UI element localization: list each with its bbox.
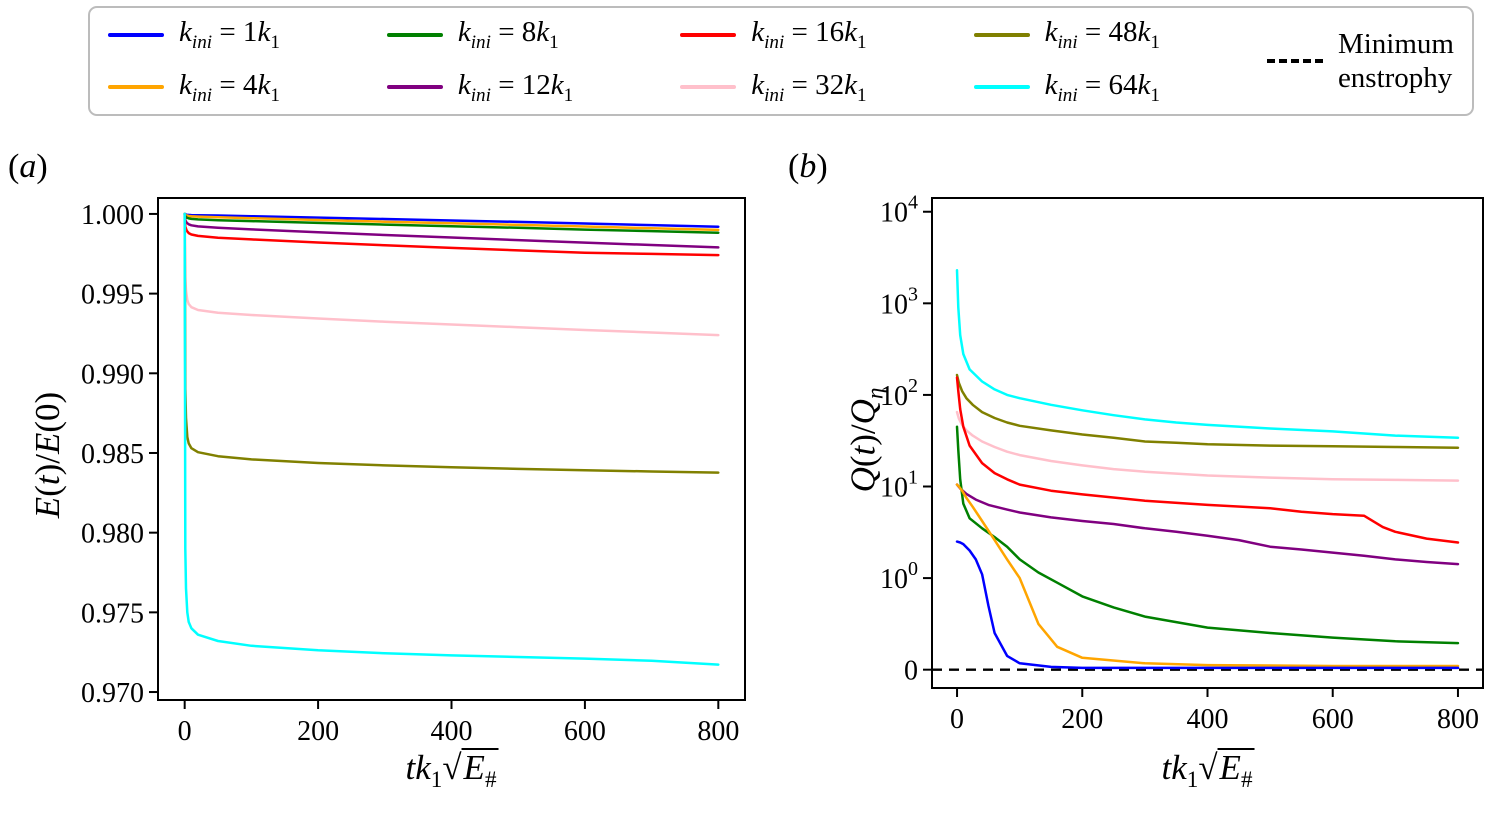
- y-tick-label: 0.995: [81, 280, 144, 311]
- series-line-32k1: [955, 410, 1460, 482]
- series-line-64k1: [955, 268, 1460, 440]
- series-line-32k1: [183, 212, 720, 337]
- y-tick-label: 103: [880, 283, 918, 320]
- x-tick-label: 400: [431, 716, 473, 747]
- x-tick-label: 0: [950, 704, 964, 735]
- x-tick-label: 0: [178, 716, 192, 747]
- legend-box: kini = 1k1 kini = 4k1 kini = 8k1 kini = 12k…: [88, 6, 1474, 116]
- legend-column-4: kini = 48k1 kini = 64k1: [973, 15, 1160, 107]
- panel-b-x-axis-label: tk1√E#: [1161, 748, 1255, 792]
- y-tick-label: 102: [880, 375, 918, 412]
- legend-line-swatch-48k1: [973, 32, 1030, 37]
- x-tick-label: 200: [297, 716, 339, 747]
- legend-item-label: kini = 12k1: [457, 68, 574, 106]
- y-tick-label: 0.990: [81, 359, 144, 390]
- legend-column-1: kini = 1k1 kini = 4k1: [108, 16, 280, 107]
- series-line-16k1: [955, 376, 1460, 544]
- legend-item-48k1: kini = 48k1: [973, 15, 1160, 54]
- x-tick-label: 200: [1061, 704, 1103, 735]
- y-tick-label: 100: [880, 558, 918, 595]
- legend-item-label: kini = 32k1: [751, 68, 867, 106]
- series-line-8k1: [183, 212, 720, 234]
- legend-line-swatch-1k1: [108, 32, 164, 37]
- series-line-64k1: [183, 212, 720, 666]
- series-line-4k1: [183, 212, 720, 232]
- legend-minimum-enstrophy-label: Minimum enstrophy: [1337, 27, 1454, 94]
- panel-a-label: (a): [8, 148, 48, 185]
- legend-item-label: kini = 8k1: [457, 15, 559, 53]
- panel-a-plot: 0 200 400 600 800 0.970 0.975 0.980 0.985 0.990 0.…: [81, 197, 746, 747]
- legend-dashed-line-swatch: [1266, 59, 1323, 63]
- legend-item-label: kini = 1k1: [179, 15, 280, 53]
- y-tick-label: 104: [880, 192, 918, 229]
- x-tick-label: 600: [564, 716, 606, 747]
- legend-item-16k1: kini = 16k1: [680, 15, 867, 54]
- legend-line-swatch-12k1: [386, 85, 443, 90]
- y-tick-label: 101: [880, 467, 918, 504]
- y-tick-label: 1.000: [81, 200, 144, 231]
- legend-item-4k1: kini = 4k1: [108, 69, 280, 107]
- legend-line-swatch-32k1: [680, 85, 737, 90]
- legend-item-label: kini = 64k1: [1044, 68, 1160, 106]
- y-tick-label: 0.975: [81, 598, 144, 629]
- legend-item-64k1: kini = 64k1: [973, 68, 1160, 107]
- y-tick-label: 0.970: [81, 678, 144, 709]
- y-tick-label: 0.980: [81, 519, 144, 550]
- legend-item-8k1: kini = 8k1: [386, 15, 573, 54]
- panel-a-x-axis-label: tk1√E#: [405, 748, 499, 792]
- series-line-1k1: [955, 540, 1460, 670]
- legend-column-3: kini = 16k1 kini = 32k1: [680, 15, 867, 107]
- plot-frame-a: [157, 197, 746, 701]
- series-line-48k1: [955, 373, 1460, 449]
- legend-item-label: kini = 16k1: [751, 15, 867, 53]
- legend-item-12k1: kini = 12k1: [386, 68, 574, 107]
- series-line-12k1: [955, 483, 1460, 566]
- x-tick-label: 800: [697, 716, 739, 747]
- x-tick-label: 400: [1187, 704, 1229, 735]
- legend-item-label: kini = 48k1: [1044, 15, 1160, 53]
- series-line-8k1: [955, 425, 1460, 645]
- panel-b-plot: 0 200 400 600 800 0 100 101 102 103 104: [880, 192, 1484, 735]
- legend-item-1k1: kini = 1k1: [108, 16, 280, 54]
- series-line-12k1: [183, 212, 720, 249]
- legend-line-swatch-64k1: [973, 85, 1030, 90]
- panel-a-y-axis-label: E(t)/E(0): [28, 391, 67, 519]
- panel-b-y-axis-label: Q(t)/Qη: [843, 387, 888, 493]
- series-line-4k1: [955, 483, 1460, 668]
- x-tick-label: 800: [1437, 704, 1479, 735]
- x-tick-label: 600: [1312, 704, 1354, 735]
- legend-item-32k1: kini = 32k1: [680, 68, 867, 107]
- legend-column-2: kini = 8k1 kini = 12k1: [386, 15, 574, 107]
- plot-frame-b: [931, 197, 1484, 689]
- series-line-16k1: [183, 212, 720, 257]
- legend-line-swatch-8k1: [386, 32, 443, 37]
- y-tick-label: 0.985: [81, 439, 144, 470]
- legend-line-swatch-16k1: [680, 32, 737, 37]
- legend-line-swatch-4k1: [108, 85, 164, 90]
- legend-item-label: kini = 4k1: [179, 68, 280, 106]
- y-tick-label: 0: [904, 656, 918, 687]
- series-line-48k1: [183, 212, 720, 474]
- panel-b-label: (b): [788, 148, 828, 185]
- legend-item-minimum-enstrophy: Minimum enstrophy: [1266, 27, 1454, 95]
